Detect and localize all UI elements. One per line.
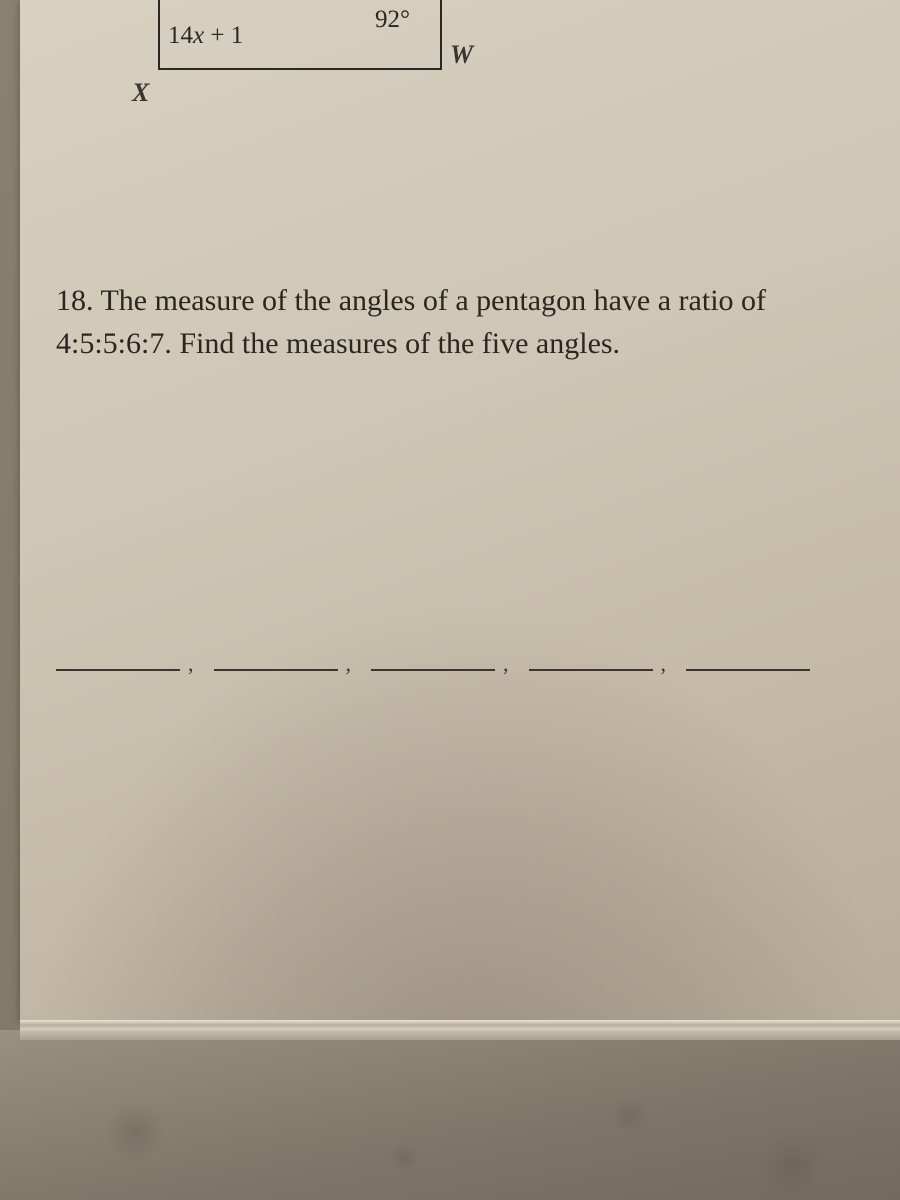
answer-blank-2 [214,649,338,671]
question-number: 18. [56,284,94,317]
answer-blank-3 [371,649,495,671]
vertex-label-w: W [450,40,473,70]
geometry-diagram-fragment: X 14x + 1 92° W [120,0,900,110]
separator: , [661,651,667,677]
answer-blanks-row: , , , , [20,645,900,671]
question-text: The measure of the angles of a pentagon … [56,284,766,360]
worksheet-page: X 14x + 1 92° W 18. The measure of the a… [20,0,900,1020]
diagram-right-vertical-edge [440,0,442,70]
page-stack-edge-1 [20,1020,900,1030]
vertex-label-x: X [132,78,149,108]
diagram-left-vertical-edge [158,0,160,70]
angle-measure-label: 92° [375,6,410,34]
answer-blank-5 [686,649,810,671]
separator: , [503,651,509,677]
separator: , [188,651,194,677]
question-18: 18. The measure of the angles of a penta… [20,280,900,365]
side-expression-label: 14x + 1 [168,22,243,50]
desk-surface [0,1030,900,1200]
separator: , [346,651,352,677]
answer-blank-4 [529,649,653,671]
diagram-bottom-edge [158,68,440,70]
page-stack-edge-2 [20,1030,900,1040]
answer-blank-1 [56,649,180,671]
